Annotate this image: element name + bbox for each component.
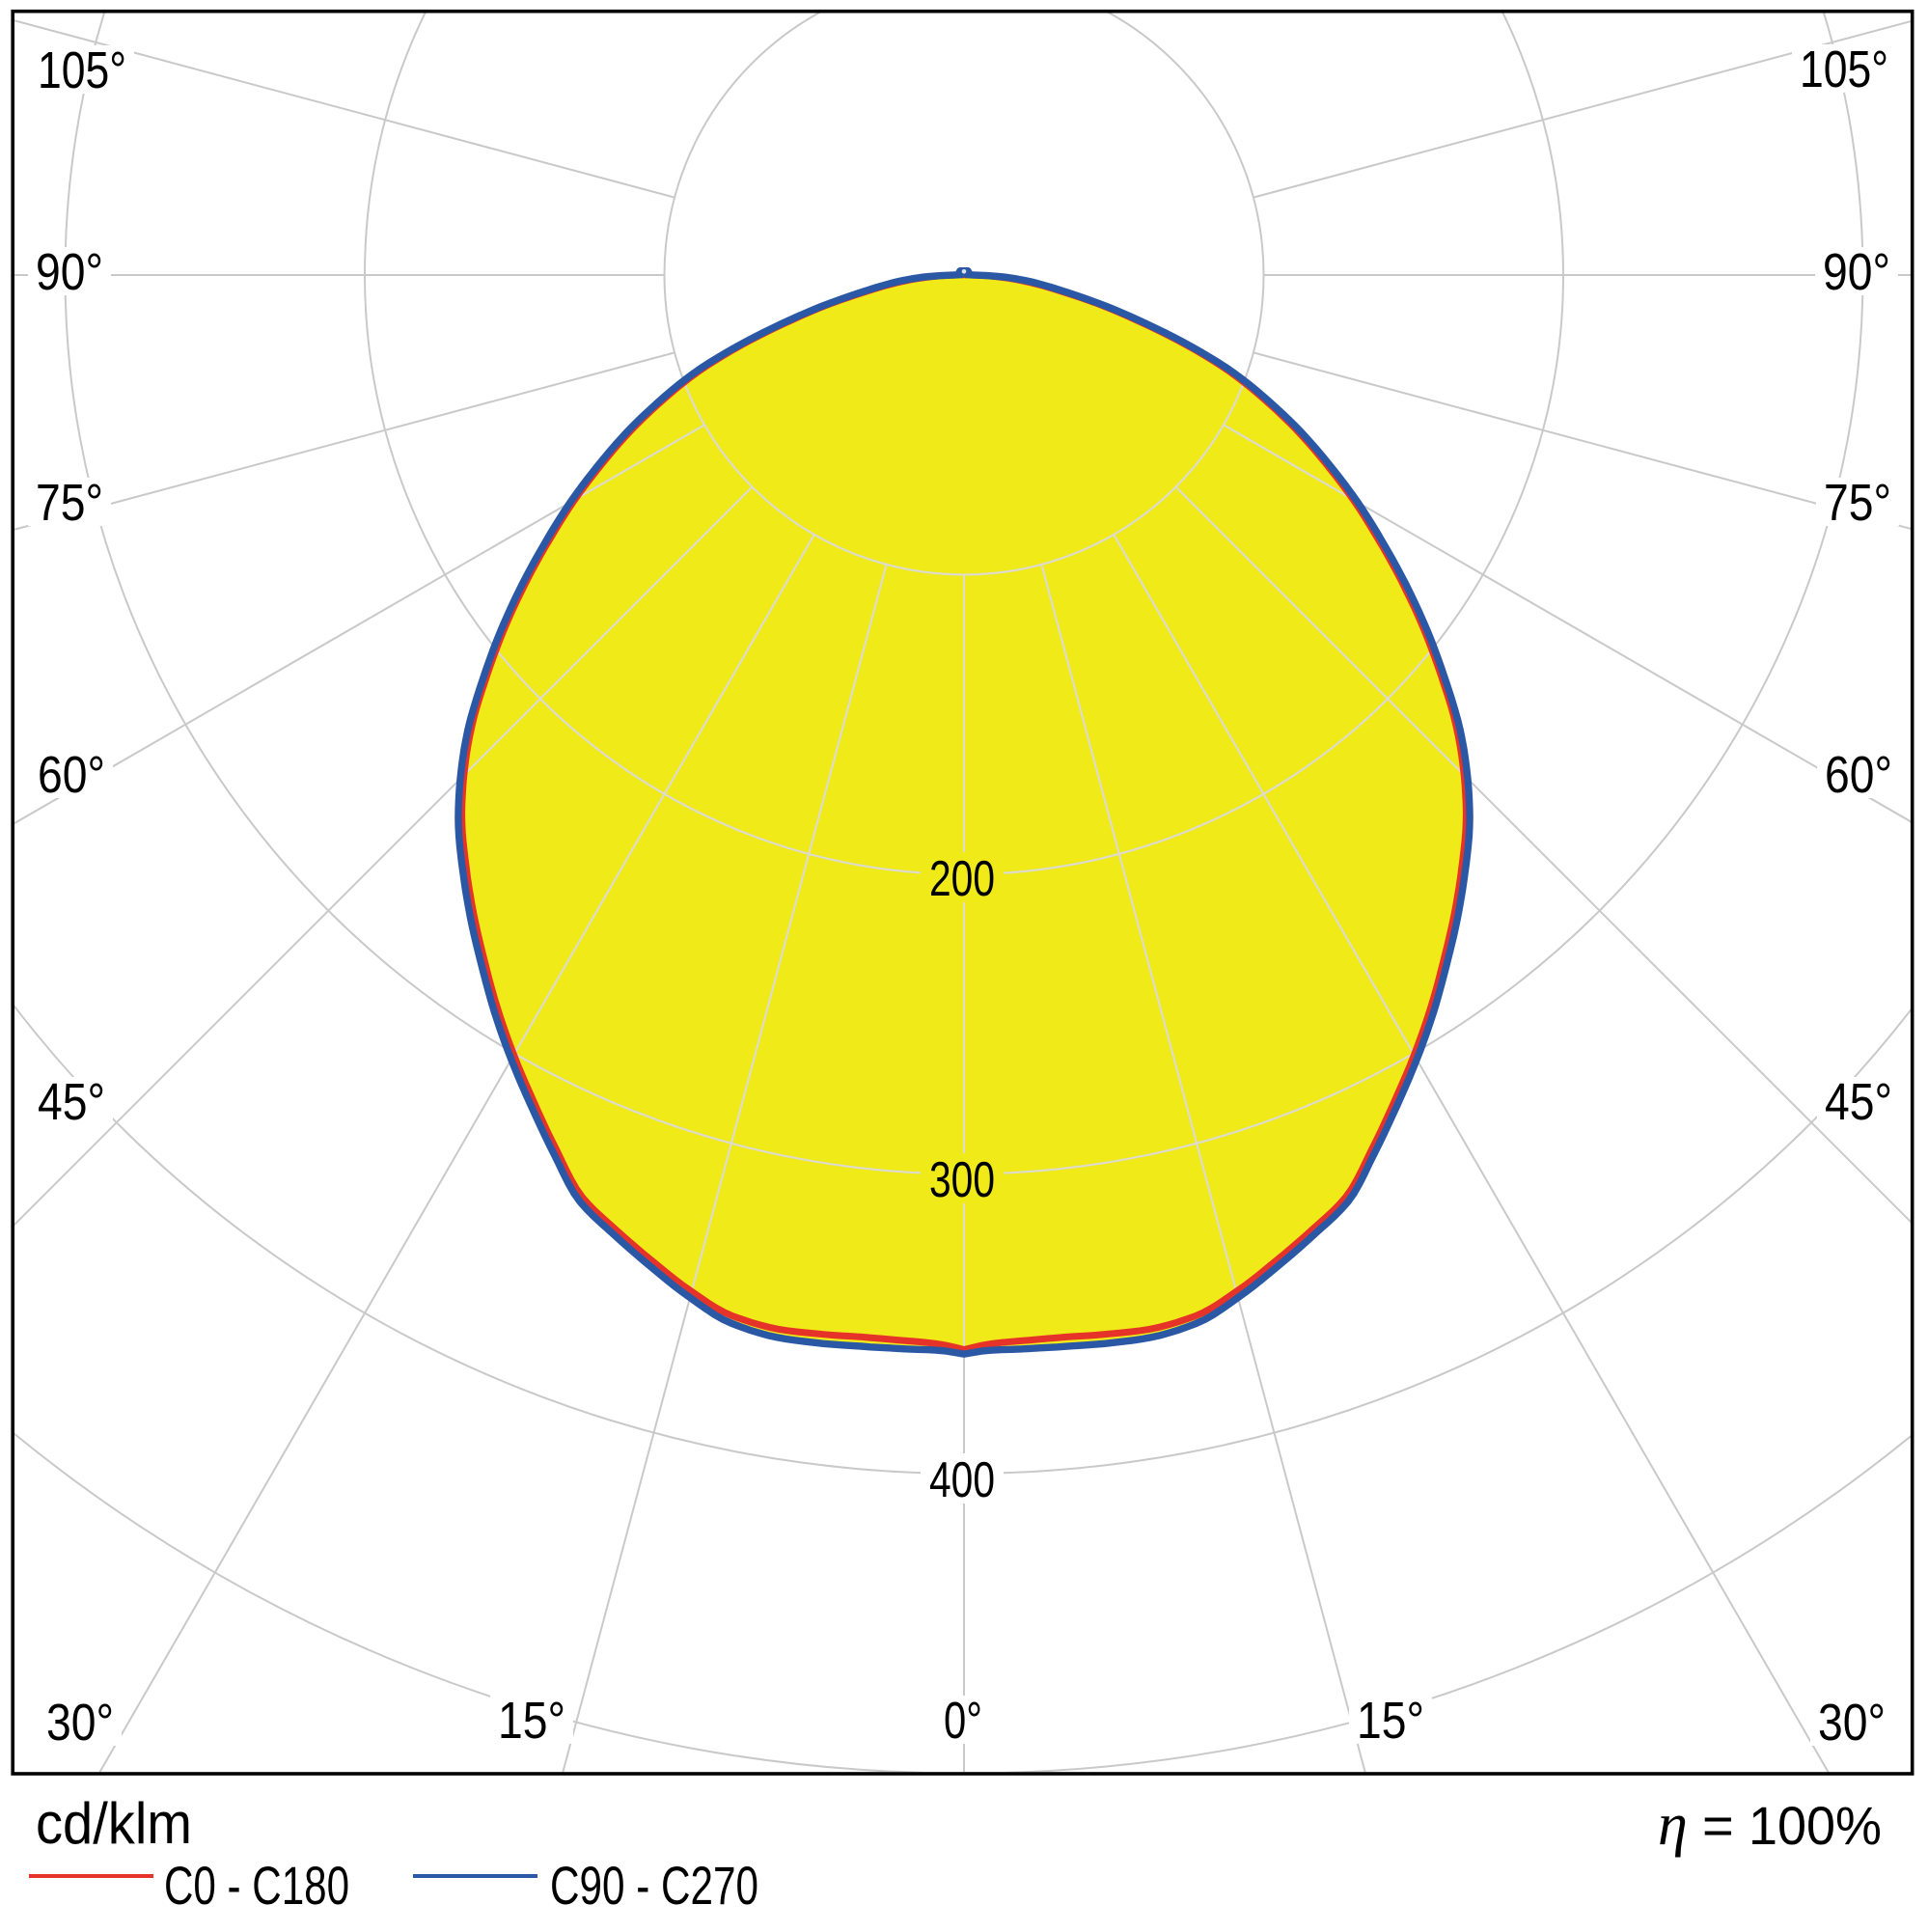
- svg-text:300: 300: [929, 1152, 995, 1208]
- svg-text:100%: 100%: [1749, 1795, 1882, 1856]
- svg-text:400: 400: [929, 1452, 995, 1508]
- svg-text:200: 200: [929, 851, 995, 907]
- svg-text:cd/klm: cd/klm: [36, 1791, 192, 1856]
- svg-text:0°: 0°: [944, 1692, 982, 1750]
- svg-text:90°: 90°: [36, 243, 103, 301]
- svg-text:15°: 15°: [498, 1692, 565, 1750]
- svg-text:105°: 105°: [38, 41, 126, 99]
- svg-text:60°: 60°: [1825, 746, 1892, 804]
- svg-text:75°: 75°: [1824, 474, 1891, 532]
- svg-text:45°: 45°: [38, 1073, 105, 1131]
- svg-text:60°: 60°: [38, 746, 105, 804]
- svg-text:105°: 105°: [1800, 41, 1888, 98]
- svg-text:30°: 30°: [46, 1694, 114, 1752]
- svg-text:15°: 15°: [1357, 1692, 1424, 1750]
- svg-text:C0 - C180: C0 - C180: [164, 1855, 349, 1916]
- svg-text:90°: 90°: [1823, 243, 1890, 301]
- svg-text:75°: 75°: [36, 474, 103, 532]
- svg-text:C90 - C270: C90 - C270: [550, 1855, 758, 1916]
- svg-text:η: η: [1658, 1792, 1688, 1858]
- svg-text:45°: 45°: [1825, 1073, 1892, 1131]
- svg-text:=: =: [1702, 1795, 1734, 1856]
- svg-text:30°: 30°: [1818, 1694, 1886, 1752]
